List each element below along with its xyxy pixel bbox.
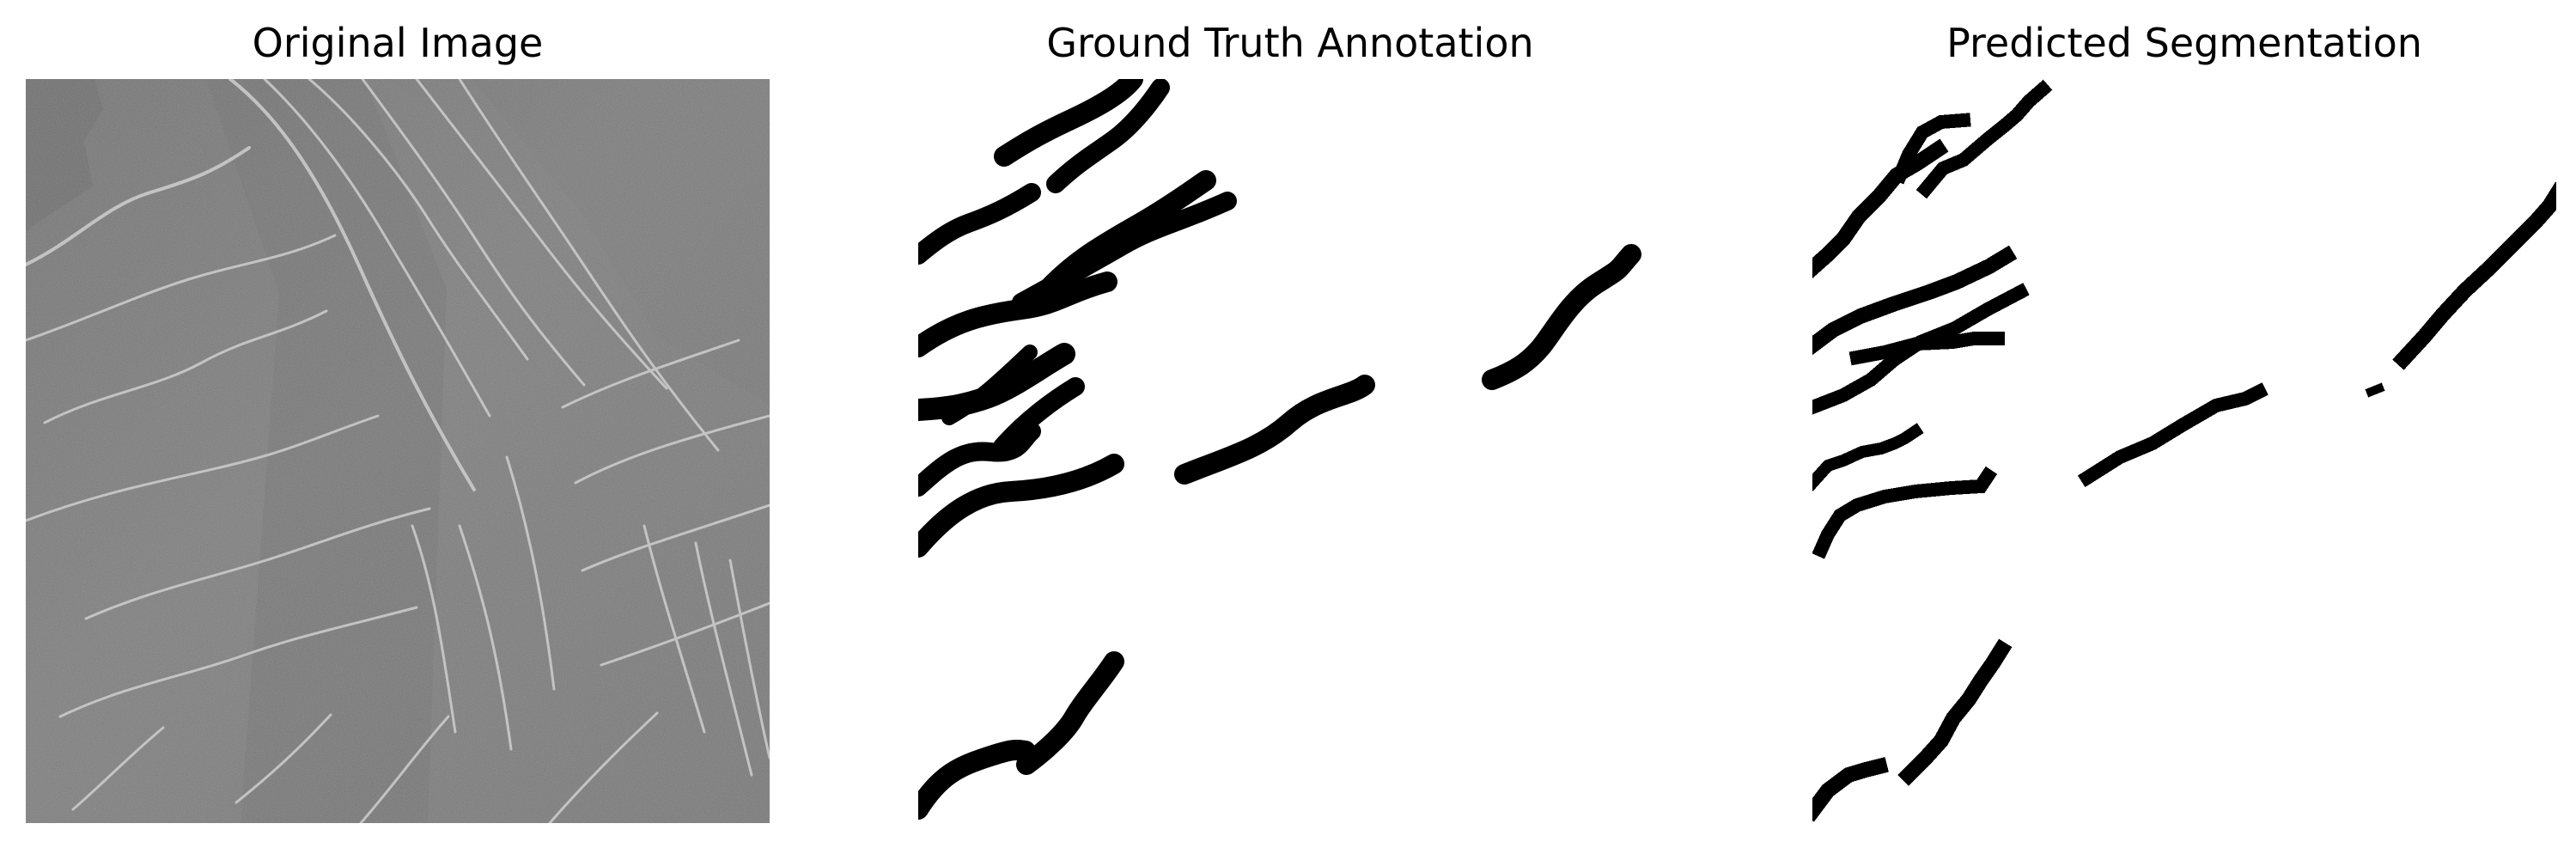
ground-truth-panel: Ground Truth Annotation	[918, 0, 1662, 848]
predicted-segmentation-mask	[1812, 79, 2556, 823]
predicted-segmentation-canvas	[1812, 79, 2556, 823]
ground-truth-title: Ground Truth Annotation	[1046, 20, 1534, 66]
predicted-segmentation-title: Predicted Segmentation	[1946, 20, 2422, 66]
ground-truth-mask	[918, 79, 1662, 823]
ground-truth-canvas	[918, 79, 1662, 823]
original-image-title: Original Image	[252, 20, 544, 66]
original-image-panel: Original Image	[26, 0, 770, 848]
original-image	[26, 79, 770, 823]
original-image-canvas	[26, 79, 770, 823]
predicted-segmentation-panel: Predicted Segmentation	[1812, 0, 2556, 848]
